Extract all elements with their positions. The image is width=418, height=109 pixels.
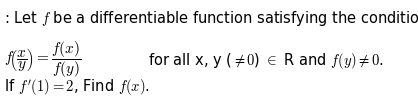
Text: : Let $f$ be a differentiable function satisfying the condition:: : Let $f$ be a differentiable function s…: [4, 9, 418, 28]
Text: $f\!\left(\dfrac{x}{y}\right) = \dfrac{f(x)}{f(y)}$: $f\!\left(\dfrac{x}{y}\right) = \dfrac{f…: [4, 39, 82, 80]
Text: If $f'(1) = 2$, Find $f(x)$.: If $f'(1) = 2$, Find $f(x)$.: [4, 77, 150, 97]
Text: for all x, y ($\neq 0$) $\in$ R and $f(y) \neq 0$.: for all x, y ($\neq 0$) $\in$ R and $f(y…: [148, 51, 384, 71]
